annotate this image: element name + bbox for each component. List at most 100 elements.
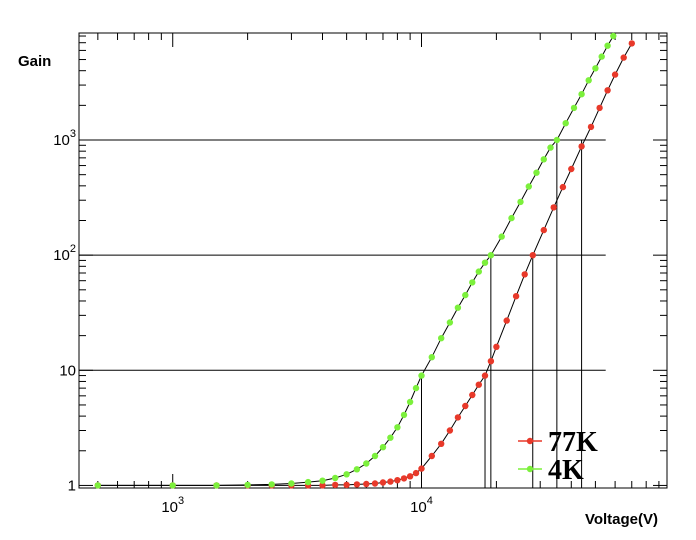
data-point <box>508 214 515 222</box>
data-point <box>319 477 326 484</box>
data-point <box>412 469 420 477</box>
data-point <box>438 335 445 342</box>
legend-label: 4K <box>548 455 584 486</box>
data-point <box>611 71 619 78</box>
data-point <box>540 156 547 163</box>
data-point <box>363 480 370 488</box>
data-point <box>487 252 495 259</box>
y-axis-title: Gain <box>18 53 51 70</box>
data-point <box>578 143 585 150</box>
data-point <box>529 252 536 259</box>
data-point <box>213 482 220 489</box>
y-tick-base: 10 <box>53 132 70 149</box>
data-point <box>428 452 435 460</box>
legend-label: 77K <box>548 427 598 458</box>
data-point <box>610 32 617 40</box>
data-point <box>371 480 379 487</box>
data-point <box>578 91 585 98</box>
data-point <box>553 136 561 144</box>
data-point <box>559 183 567 191</box>
data-point <box>512 293 520 300</box>
y-tick-base: 10 <box>53 247 70 264</box>
data-point <box>428 354 435 361</box>
data-point <box>570 104 578 112</box>
x-axis-title: Voltage(V) <box>585 511 658 528</box>
legend-swatch-marker <box>526 437 534 445</box>
y-tick-label: 1 <box>68 477 76 494</box>
data-point <box>371 452 379 460</box>
data-point <box>568 165 575 173</box>
legend-swatch-marker <box>526 465 534 473</box>
data-point <box>268 481 275 488</box>
data-point <box>503 317 510 324</box>
x-tick-exponent: 3 <box>178 495 184 507</box>
data-point <box>585 77 592 84</box>
data-point <box>244 481 251 489</box>
data-point <box>406 473 414 480</box>
data-point <box>332 474 339 482</box>
data-point <box>288 480 295 487</box>
y-tick-exponent: 3 <box>70 128 76 140</box>
data-point <box>400 411 408 419</box>
data-point <box>596 104 603 112</box>
x-tick-base: 10 <box>161 499 178 516</box>
y-tick-label: 102 <box>53 243 76 264</box>
x-tick-base: 10 <box>410 499 427 516</box>
data-point <box>412 384 420 392</box>
data-point <box>343 471 350 478</box>
data-point <box>462 402 469 410</box>
data-point <box>481 259 489 266</box>
data-point <box>446 319 454 326</box>
data-point <box>94 482 102 489</box>
data-point <box>592 65 599 72</box>
data-point <box>562 120 569 127</box>
data-point <box>469 279 476 286</box>
data-point <box>525 183 532 190</box>
data-point <box>628 40 635 47</box>
y-tick-exponent: 2 <box>70 243 76 255</box>
y-tick-label: 103 <box>53 128 76 149</box>
series-4K <box>94 32 617 489</box>
data-point <box>475 381 482 388</box>
data-point <box>517 198 524 206</box>
data-point <box>400 475 408 482</box>
data-point <box>469 391 476 399</box>
data-point <box>550 204 557 211</box>
data-point <box>462 291 469 299</box>
data-point <box>379 444 387 451</box>
data-point <box>438 440 445 447</box>
data-point <box>387 434 394 441</box>
data-series <box>94 32 635 489</box>
data-point <box>379 479 387 486</box>
data-point <box>343 481 350 489</box>
data-point <box>498 233 505 240</box>
data-point <box>418 465 425 472</box>
plot-frame <box>78 32 668 489</box>
data-point <box>363 460 370 467</box>
data-point <box>493 343 500 350</box>
data-point <box>475 268 482 275</box>
data-point <box>454 414 462 421</box>
data-point <box>620 54 627 61</box>
data-point <box>604 87 611 94</box>
x-tick-exponent: 4 <box>427 495 433 507</box>
data-point <box>547 144 554 151</box>
x-tick-label: 103 <box>161 495 184 516</box>
data-point <box>394 477 401 484</box>
data-point <box>169 482 176 489</box>
data-point <box>394 424 401 431</box>
data-point <box>587 123 595 131</box>
data-point <box>387 478 394 485</box>
data-point <box>598 53 605 60</box>
data-point <box>604 42 611 49</box>
data-point <box>353 466 361 473</box>
data-point <box>319 482 326 489</box>
data-point <box>332 481 339 489</box>
data-point <box>540 226 547 234</box>
data-point <box>521 271 528 278</box>
y-tick-label: 10 <box>59 362 76 379</box>
data-point <box>487 358 495 365</box>
data-point <box>406 398 414 406</box>
